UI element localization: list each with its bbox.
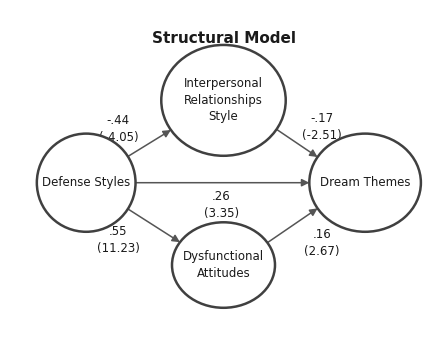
Text: .16
(2.67): .16 (2.67) bbox=[304, 228, 340, 258]
Text: Dream Themes: Dream Themes bbox=[320, 176, 410, 189]
Text: .55
(11.23): .55 (11.23) bbox=[97, 225, 140, 255]
Ellipse shape bbox=[172, 222, 275, 308]
Text: .26
(3.35): .26 (3.35) bbox=[204, 190, 239, 220]
Text: -.17
(-2.51): -.17 (-2.51) bbox=[302, 112, 342, 142]
Ellipse shape bbox=[161, 45, 286, 156]
Text: Interpersonal
Relationships
Style: Interpersonal Relationships Style bbox=[184, 77, 263, 123]
Text: Dysfunctional
Attitudes: Dysfunctional Attitudes bbox=[183, 250, 264, 280]
Text: Structural Model: Structural Model bbox=[152, 31, 295, 46]
Text: -.44
(-4.05): -.44 (-4.05) bbox=[98, 114, 138, 144]
Ellipse shape bbox=[37, 134, 135, 232]
Text: Defense Styles: Defense Styles bbox=[42, 176, 131, 189]
Ellipse shape bbox=[309, 134, 421, 232]
